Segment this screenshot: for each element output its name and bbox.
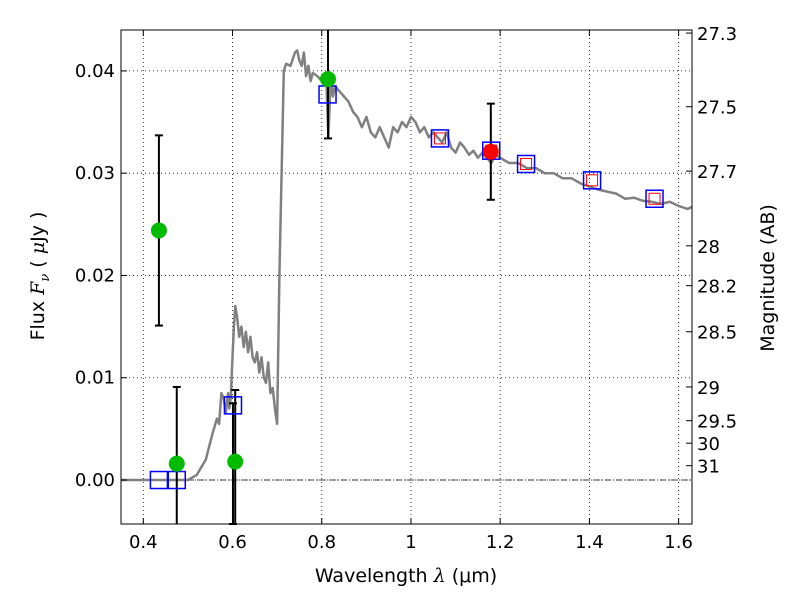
y2-tick-label: 27.5 — [697, 98, 737, 119]
y2-tick-label: 27.7 — [697, 162, 737, 183]
tick-layer: 0.4 0.6 0.8 1 1.2 1.4 1.6 0.00 0.01 0.02 0.03 0.04 2… — [75, 24, 737, 553]
y2-tick-label: 29 — [697, 378, 720, 399]
x-axis-label: Wavelength λ (μm) — [315, 565, 497, 587]
model-photometry-square — [645, 189, 664, 209]
model-spectrum-line — [121, 49, 693, 482]
observed-red-square — [586, 174, 599, 187]
spectrum-layer — [121, 49, 693, 482]
marker-layer — [149, 71, 664, 490]
observed-red-square — [648, 192, 661, 205]
x-tick-label: 0.8 — [307, 532, 336, 553]
model-photometry-square — [223, 396, 243, 415]
observed-red-square — [520, 157, 533, 170]
y2-tick-label: 31 — [697, 457, 720, 478]
model-photometry-square — [516, 154, 536, 174]
x-tick-label: 1 — [405, 532, 416, 553]
x-axis-unit: (μm) — [452, 565, 497, 587]
grid-layer — [121, 30, 692, 524]
plot-frame — [120, 29, 693, 525]
y-axis-unit-rest: Jy ) — [27, 212, 49, 243]
model-photometry-square — [582, 171, 602, 190]
observed-red-square — [433, 132, 446, 145]
y2-tick-label: 28 — [697, 237, 720, 258]
y-axis-label: Flux Fν ( μJy ) — [27, 212, 53, 341]
errorbar-layer — [154, 30, 495, 525]
y2-tick-label: 29.5 — [697, 412, 737, 433]
observed-green-point — [319, 71, 336, 88]
y2-axis-label: Magnitude (AB) — [757, 204, 779, 352]
y-axis-symbol: F — [27, 281, 49, 296]
model-photometry-square — [149, 470, 169, 490]
y-tick-label: 0.01 — [75, 368, 115, 389]
x-axis-symbol: λ — [433, 565, 446, 587]
observed-red-point — [482, 143, 499, 160]
y-axis-symbol-sub: ν — [38, 274, 53, 282]
y-axis-unit-open: ( — [27, 260, 49, 267]
x-tick-label: 0.6 — [218, 532, 247, 553]
y2-tick-label: 28.2 — [697, 277, 737, 298]
y2-tick-label: 30 — [697, 434, 720, 455]
x-tick-label: 0.4 — [129, 532, 158, 553]
y-tick-label: 0.00 — [75, 470, 115, 491]
x-tick-label: 1.6 — [664, 532, 693, 553]
observed-green-point — [150, 222, 167, 239]
y-tick-label: 0.03 — [75, 163, 115, 184]
y2-tick-label: 27.3 — [697, 24, 737, 45]
observed-green-point — [168, 455, 185, 472]
y-tick-label: 0.04 — [75, 61, 115, 82]
y2-tick-label: 28.5 — [697, 323, 737, 344]
x-tick-label: 1.4 — [575, 532, 604, 553]
x-tick-label: 1.2 — [486, 532, 515, 553]
y-axis-unit-mu: μ — [27, 242, 49, 254]
model-photometry-square — [430, 129, 450, 148]
y-tick-label: 0.02 — [75, 265, 115, 286]
observed-green-point — [227, 453, 244, 470]
